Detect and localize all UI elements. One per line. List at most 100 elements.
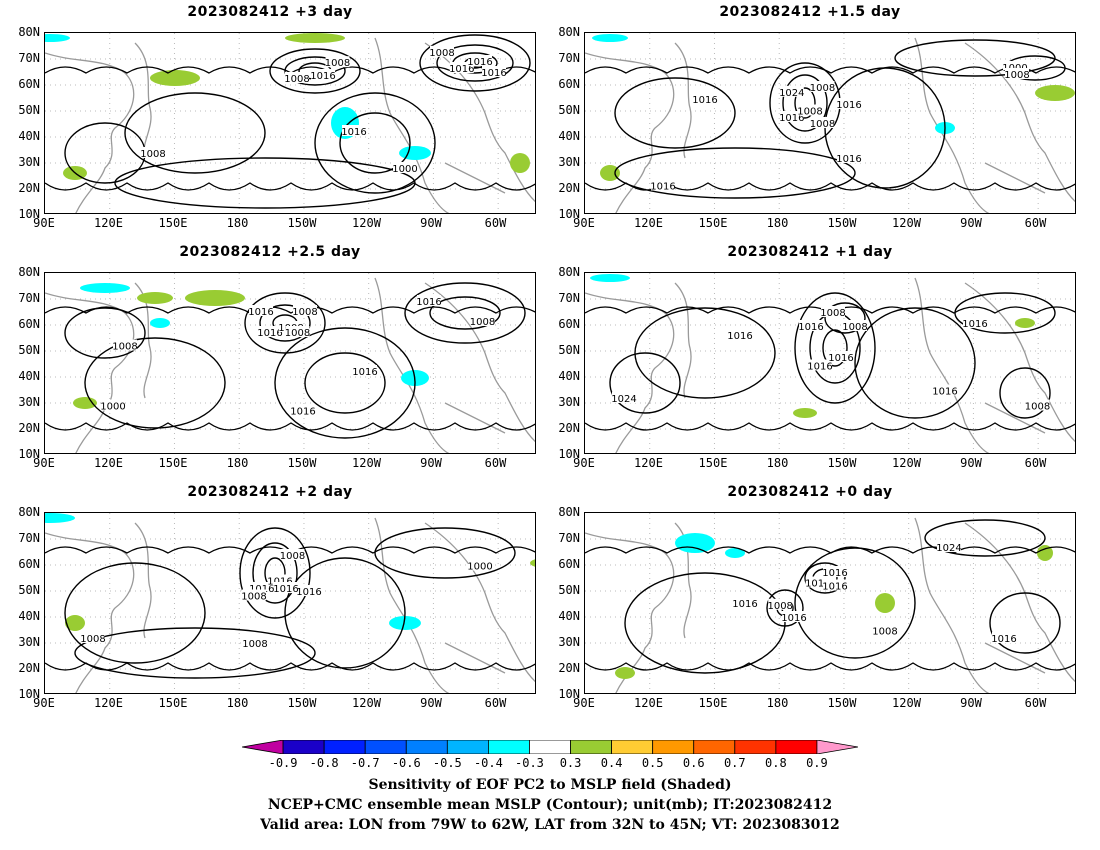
y-tick-label: 80N [558,265,580,279]
x-tick-label: 90W [960,456,982,470]
contour-label: 1016 [836,100,861,111]
contour-label: 1016 [828,353,853,364]
x-tick-label: 120E [94,456,123,470]
sensitivity-negative-area [150,318,170,328]
mslp-contour [64,307,146,359]
x-tick-label: 90E [33,696,55,710]
contour-label: 1008 [842,322,867,333]
y-tick-label: 30N [18,395,40,409]
colorbar-swatch [652,740,695,754]
mslp-contour [585,546,1075,554]
contour-label: 1016 [290,407,315,418]
y-tick-label: 40N [558,369,580,383]
panel-plus2-5: 2023082412 +2.5 day 10081016100810161008… [0,244,540,484]
colorbar-swatch [816,740,858,754]
colorbar-swatch [364,740,407,754]
contour-label: 1016 [416,297,441,308]
contour-label: 1016 [962,319,987,330]
mslp-contour [419,34,531,92]
x-tick-label: 90W [420,456,442,470]
mslp-contour [989,592,1061,654]
x-tick-label: 120W [892,696,921,710]
contour-label: 1016 [991,634,1016,645]
x-tick-label: 180 [766,696,789,710]
y-tick-label: 30N [18,155,40,169]
y-tick-label: 40N [18,609,40,623]
panel-title: 2023082412 +1 day [727,244,893,260]
y-tick-label: 70N [18,291,40,305]
mslp-contour [45,546,535,554]
contour-label: 1016 [822,582,847,593]
x-tick-label: 150W [827,456,857,470]
map-plot: 1008 1008 1016 1008 1016 1016 1016 1008 1000 1016 [44,32,536,214]
y-tick-label: 60N [18,317,40,331]
y-tick-label: 80N [558,505,580,519]
x-tick-label: 90W [960,216,982,230]
mslp-contour [269,48,361,94]
contour-label: 1016 [822,568,847,579]
contour-label: 1008 [80,634,105,645]
contour-label: 1016 [352,367,377,378]
mslp-contour [854,307,976,419]
mslp-contour [64,122,146,184]
colorbar-tick-label: -0.4 [473,756,503,770]
contour-label: 1008 [112,342,137,353]
sensitivity-negative-area [45,513,75,523]
x-tick-label: 150W [287,696,317,710]
y-tick-label: 70N [558,531,580,545]
colorbar-swatch [242,740,284,754]
mslp-contour [924,519,1046,557]
x-tick-label: 180 [766,456,789,470]
y-tick-label: 20N [18,181,40,195]
map-svg: 100810161016101610001008100810081016 [45,513,535,693]
mslp-contour [252,542,298,604]
colorbar-tick-label: 0.7 [723,756,746,770]
contour-label: 1016 [449,64,474,75]
sensitivity-negative-area [725,548,745,558]
x-tick-label: 180 [226,456,249,470]
mslp-contour [794,292,876,404]
panel-title: 2023082412 +0 day [727,484,893,500]
x-tick-label: 60W [1024,696,1047,710]
sensitivity-positive-area [875,593,895,613]
sensitivity-negative-area [45,34,70,42]
mslp-contour [824,302,866,334]
map-plot: 1008101610081016100810161016100010081016… [44,272,536,454]
contour-label: 1016 [273,584,298,595]
contour-label: 1008 [470,317,495,328]
y-tick-label: 10N [558,687,580,701]
sensitivity-negative-area [675,533,715,553]
colorbar-swatch [446,740,489,754]
contour-label: 1016 [341,127,366,138]
x-tick-label: 180 [226,216,249,230]
x-tick-label: 60W [1024,216,1047,230]
y-tick-label: 70N [18,51,40,65]
x-tick-label: 150E [698,696,728,710]
sensitivity-negative-area [592,34,628,42]
colorbar-swatch [611,740,654,754]
y-tick-label: 30N [558,155,580,169]
panel-title: 2023082412 +2 day [187,484,353,500]
colorbar-tick-label: 0.8 [765,756,787,770]
colorbar-tick-label: -0.3 [515,756,544,770]
mslp-contour [894,39,1056,77]
y-tick-label: 20N [558,181,580,195]
sensitivity-positive-area [150,70,200,86]
panel-plus0: 2023082412 +0 day 1016 1016 1016 1008 1008 10… [540,484,1080,724]
contour-label: 1000 [100,402,125,413]
mslp-contour [999,367,1051,419]
x-tick-label: 120W [352,696,381,710]
mslp-contour [84,337,226,429]
x-tick-label: 120E [634,696,663,710]
contour-label: 1016 [650,182,675,193]
y-tick-label: 10N [558,207,580,221]
y-tick-label: 60N [558,557,580,571]
contour-label: 1024 [936,543,961,554]
caption-line-2: NCEP+CMC ensemble mean MSLP (Contour); u… [267,797,833,813]
mslp-contour [259,304,311,342]
contour-label: 1016 [732,599,757,610]
mslp-contour [45,182,535,191]
y-tick-label: 50N [18,343,40,357]
colorbar-tick-label: 0.6 [682,756,705,770]
mslp-contour [634,307,776,399]
